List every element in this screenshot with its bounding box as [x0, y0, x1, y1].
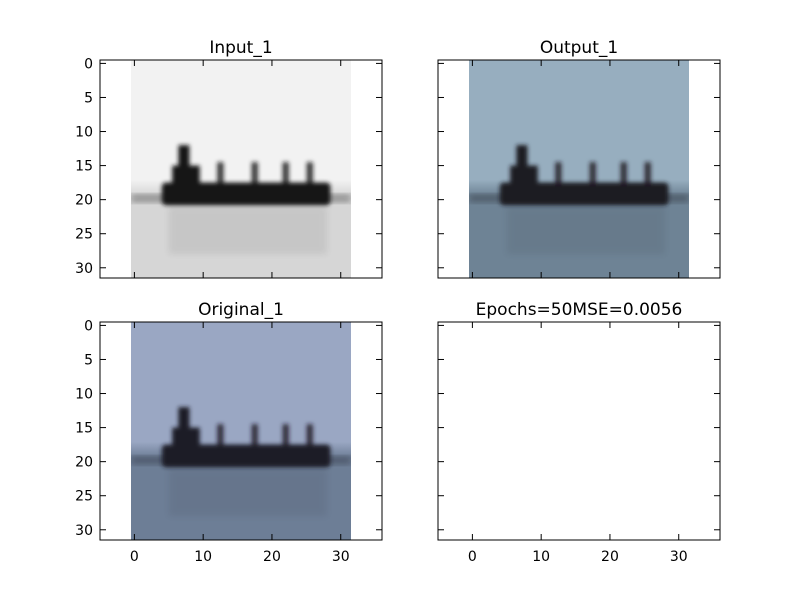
y-tick-label: 10: [75, 387, 93, 403]
y-tick-label: 30: [75, 523, 93, 539]
ship-shape: [161, 145, 331, 206]
y-tick-label: 20: [75, 455, 93, 471]
y-tick-label: 0: [84, 56, 93, 72]
ship-shape: [161, 407, 331, 468]
x-tick-label: 10: [532, 549, 550, 565]
y-tick-label: 5: [84, 90, 93, 106]
subplot-title: Epochs=50MSE=0.0056: [476, 300, 683, 320]
y-tick-label: 25: [75, 489, 93, 505]
y-tick-label: 5: [84, 352, 93, 368]
axes-frame: [99, 59, 383, 279]
subplot-title: Output_1: [540, 38, 618, 58]
subplot-2: Output_1: [437, 38, 721, 279]
y-tick-label: 15: [75, 421, 93, 437]
y-tick-label: 10: [75, 125, 93, 141]
subplot-4: Epochs=50MSE=0.0056 0 10 20 30: [437, 300, 721, 565]
y-tick-label: 0: [84, 318, 93, 334]
axes-frame: [99, 321, 383, 541]
x-tick-label: 10: [194, 549, 212, 565]
x-tick-label: 20: [601, 549, 619, 565]
image-3: [130, 322, 352, 540]
subplot-title: Original_1: [198, 300, 284, 320]
subplot-title: Input_1: [209, 38, 272, 58]
y-tick-label: 30: [75, 261, 93, 277]
image-1: [130, 60, 352, 278]
x-tick-label: 30: [332, 549, 350, 565]
subplot-3: Original_1 0 10 20 30 0 5 10 15 20 25 30: [75, 300, 383, 565]
y-tick-label: 25: [75, 227, 93, 243]
subplot-1: Input_1 0 5 10 15 20 25 30: [75, 38, 383, 279]
ship-shape: [499, 145, 669, 206]
x-tick-label: 20: [263, 549, 281, 565]
axes-frame: [437, 321, 721, 541]
image-2: [468, 60, 690, 278]
axes-frame: [437, 59, 721, 279]
x-tick-label: 30: [670, 549, 688, 565]
y-tick-label: 20: [75, 193, 93, 209]
y-tick-label: 15: [75, 159, 93, 175]
x-tick-label: 0: [468, 549, 477, 565]
x-tick-label: 0: [130, 549, 139, 565]
